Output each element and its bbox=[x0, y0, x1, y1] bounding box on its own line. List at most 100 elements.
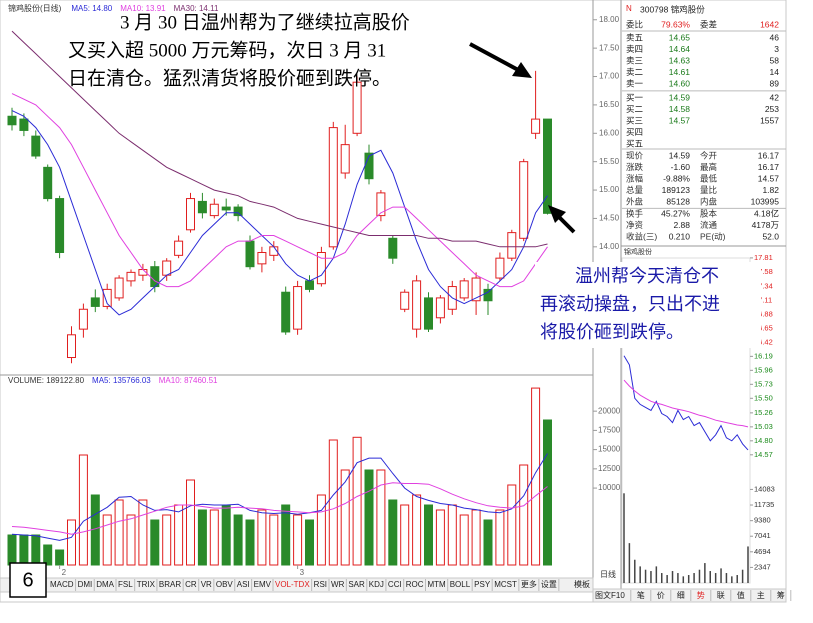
arrow-head bbox=[512, 62, 532, 78]
y-tick-label: 14083 bbox=[754, 484, 775, 493]
indicator-tab[interactable]: MTM bbox=[427, 580, 446, 589]
annotation-text: 温州帮今天清仓不 bbox=[575, 266, 719, 286]
book-level: 卖二 bbox=[626, 67, 644, 77]
y-tick-label: 15.50 bbox=[599, 157, 620, 166]
ma-line bbox=[11, 110, 548, 316]
side-tab[interactable]: 筹 bbox=[777, 590, 785, 600]
indicator-tab[interactable]: KDJ bbox=[369, 580, 384, 589]
arrow-head bbox=[548, 205, 566, 223]
indicator-tab[interactable]: WR bbox=[331, 580, 345, 589]
indicator-label: MA30: 14.11 bbox=[174, 4, 219, 13]
candle-body bbox=[7, 115, 17, 126]
candle-body bbox=[257, 251, 267, 265]
indicator-tab[interactable]: BOLL bbox=[450, 580, 471, 589]
volume-bar bbox=[316, 494, 326, 566]
candle-body bbox=[388, 237, 398, 259]
volume-bar bbox=[400, 504, 410, 566]
y-tick-label: 16.65 bbox=[754, 323, 773, 332]
volume-bar bbox=[150, 519, 160, 566]
indicator-tab[interactable]: DMI bbox=[78, 580, 93, 589]
book-price: 14.64 bbox=[669, 44, 691, 54]
candle-body bbox=[328, 127, 338, 248]
book-volume: 46 bbox=[770, 32, 780, 42]
volume-bar bbox=[483, 519, 493, 566]
quote-label: 总量 bbox=[626, 185, 644, 195]
indicator-tab[interactable]: EMV bbox=[254, 580, 272, 589]
candle-body bbox=[519, 161, 529, 239]
indicator-tab[interactable]: SAR bbox=[348, 580, 365, 589]
indicator-tab[interactable]: CR bbox=[185, 580, 197, 589]
indicator-tab[interactable]: BRAR bbox=[159, 580, 181, 589]
side-tab[interactable]: 值 bbox=[737, 590, 745, 600]
volume-bar bbox=[388, 499, 398, 566]
y-tick-label: 15.73 bbox=[754, 379, 773, 388]
y-tick-label: 17.11 bbox=[754, 295, 772, 304]
candle-body bbox=[376, 192, 386, 217]
indicator-tab[interactable]: PSY bbox=[474, 580, 491, 589]
indicator-tab[interactable]: VOL-TDX bbox=[275, 580, 310, 589]
volume-bar bbox=[447, 504, 457, 566]
volume-bar bbox=[55, 549, 65, 566]
book-volume: 1557 bbox=[760, 115, 779, 125]
candle-body bbox=[126, 271, 136, 282]
stock-code: 300798 锦鸡股份 bbox=[640, 4, 705, 14]
indicator-tab[interactable]: VR bbox=[201, 580, 212, 589]
y-tick-label: 12500 bbox=[598, 464, 621, 473]
panel-footer: 日线 bbox=[600, 569, 616, 579]
volume-bar bbox=[209, 509, 219, 566]
book-level: 买一 bbox=[626, 92, 644, 102]
side-tab[interactable]: 笔 bbox=[637, 590, 645, 600]
book-volume: 89 bbox=[770, 79, 780, 89]
annotation-text: 日在清仓。猛烈清货将股价砸到跌停。 bbox=[68, 67, 391, 89]
indicator-tab[interactable]: DMA bbox=[96, 580, 114, 589]
indicator-tab[interactable]: ROC bbox=[406, 580, 424, 589]
indicator-tab[interactable]: ASI bbox=[237, 580, 250, 589]
side-tab[interactable]: 主 bbox=[757, 590, 765, 600]
indicator-tab[interactable]: FSL bbox=[118, 580, 133, 589]
quote-value: 189123 bbox=[662, 185, 691, 195]
indicator-tab[interactable]: MCST bbox=[494, 580, 517, 589]
side-tab[interactable]: 细 bbox=[677, 590, 685, 600]
y-tick-label: 16.88 bbox=[754, 309, 773, 318]
candle-body bbox=[531, 118, 541, 134]
candle-body bbox=[293, 286, 303, 330]
book-price: 14.61 bbox=[669, 67, 691, 77]
side-tab[interactable]: 价 bbox=[657, 591, 665, 600]
y-tick-label: 15000 bbox=[598, 445, 621, 454]
side-tab[interactable]: 图文F10 bbox=[595, 590, 625, 600]
candle-body bbox=[31, 135, 41, 157]
y-tick-label: 16.19 bbox=[754, 351, 773, 360]
ma-line bbox=[11, 93, 548, 288]
indicator-tab[interactable]: TRIX bbox=[137, 580, 156, 589]
volume-bar bbox=[305, 519, 314, 566]
book-volume: 253 bbox=[765, 104, 779, 114]
annotation-text: 将股价砸到跌停。 bbox=[540, 322, 684, 342]
candle-body bbox=[162, 260, 172, 276]
template-tab[interactable]: 模板 bbox=[574, 579, 590, 589]
indicator-label: MA10: 87460.51 bbox=[159, 376, 218, 385]
quote-value: 4.18亿 bbox=[754, 208, 779, 218]
indicator-tab[interactable]: MACD bbox=[50, 580, 74, 589]
volume-bar bbox=[245, 519, 255, 566]
side-tab[interactable]: 联 bbox=[717, 591, 725, 600]
y-tick-label: 14.57 bbox=[754, 450, 773, 459]
quote-value: 79.63% bbox=[661, 19, 690, 29]
candle-body bbox=[424, 297, 433, 330]
indicator-tab[interactable]: 更多 bbox=[521, 579, 537, 589]
indicator-label: MA5: 14.80 bbox=[71, 4, 112, 13]
candle-body bbox=[55, 198, 65, 253]
y-tick-label: 4694 bbox=[754, 547, 771, 556]
book-volume: 14 bbox=[770, 67, 780, 77]
candle-body bbox=[340, 144, 350, 174]
quote-label: 收益(三) bbox=[626, 231, 657, 241]
indicator-tab[interactable]: 设置 bbox=[541, 579, 557, 589]
quote-value: 52.0 bbox=[762, 231, 779, 241]
quote-value: 2.88 bbox=[673, 220, 690, 230]
quote-value: 14.59 bbox=[669, 150, 691, 160]
side-tab[interactable]: 势 bbox=[697, 590, 705, 600]
indicator-tab[interactable]: CCI bbox=[388, 580, 402, 589]
volume-ma-line bbox=[11, 482, 548, 535]
indicator-tab[interactable]: OBV bbox=[216, 580, 234, 589]
indicator-tab[interactable]: RSI bbox=[314, 580, 327, 589]
